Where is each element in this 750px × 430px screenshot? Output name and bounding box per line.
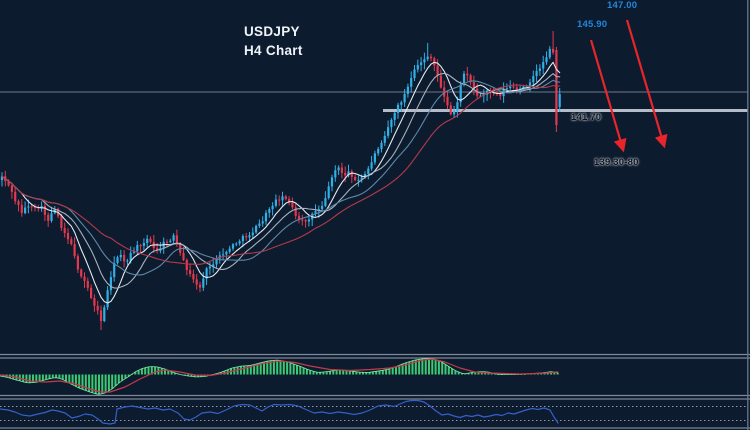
- price-label-147-00: 147.00: [607, 0, 638, 11]
- oscillator-panel: [0, 399, 748, 425]
- level-lines-layer: [0, 91, 748, 112]
- timeframe-title: H4 Chart: [244, 43, 303, 58]
- bearish-arrow-2: [625, 19, 668, 149]
- symbol-title: USDJPY: [244, 24, 300, 39]
- chart-title: USDJPY H4 Chart: [244, 22, 303, 60]
- price-label-139-30-80: 139.30-80: [594, 157, 639, 168]
- bearish-arrow-1: [589, 39, 627, 153]
- annotation-arrows-layer: [589, 19, 668, 153]
- macd-panel: [0, 358, 559, 395]
- moving-averages-layer: [1, 61, 561, 304]
- candlestick-layer: [0, 31, 561, 330]
- price-label-141-70: 141.70: [571, 112, 602, 123]
- price-label-145-90: 145.90: [577, 19, 608, 30]
